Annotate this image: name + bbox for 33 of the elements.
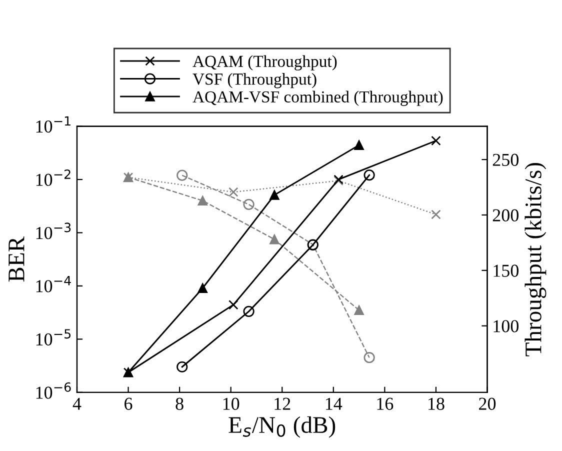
point: [198, 196, 208, 206]
x-axis-title: E$_{s}$/N$_{0}$ (dB): [228, 416, 336, 438]
y2-tick-label: 250: [492, 154, 519, 166]
y-tick-label: 10$^{−4}$: [36, 276, 71, 292]
x-tick-label: 4: [72, 398, 82, 410]
legend-label: AQAM-VSF combined (Throughput): [192, 90, 443, 106]
legend-label: VSF (Throughput): [192, 73, 316, 88]
x-tick-label: 12: [274, 398, 290, 410]
y-tick-label: 10$^{−3}$: [36, 222, 71, 240]
y2-axis-title: Throughput (kbits/s): [524, 162, 546, 356]
x-tick-label: 10: [223, 398, 240, 410]
y-tick-label: 10$^{−6}$: [36, 382, 71, 399]
y2-tick-label: 150: [494, 264, 519, 277]
point: [364, 352, 375, 364]
x-tick-label: 18: [428, 398, 444, 410]
x-tick-label: 6: [124, 398, 132, 410]
y-tick-label: 10$^{−1}$: [36, 116, 70, 133]
point: [228, 187, 238, 197]
x-tick-label: 8: [176, 398, 184, 410]
y-tick-label: 10$^{−5}$: [36, 329, 71, 346]
y-axis-title: BER: [8, 236, 24, 282]
x-tick-label: 20: [479, 398, 496, 410]
point: [354, 305, 364, 316]
point: [270, 234, 280, 244]
point: [243, 198, 254, 210]
y2-tick-label: 100: [494, 320, 519, 332]
x-tick-label: 16: [377, 398, 394, 410]
y-tick-label: 10$^{−2}$: [36, 169, 70, 186]
point: [431, 210, 441, 220]
x-tick-label: 14: [326, 398, 342, 410]
point: [176, 170, 188, 181]
legend-label: AQAM (Throughput): [192, 55, 337, 70]
y2-tick-label: 200: [492, 209, 519, 222]
